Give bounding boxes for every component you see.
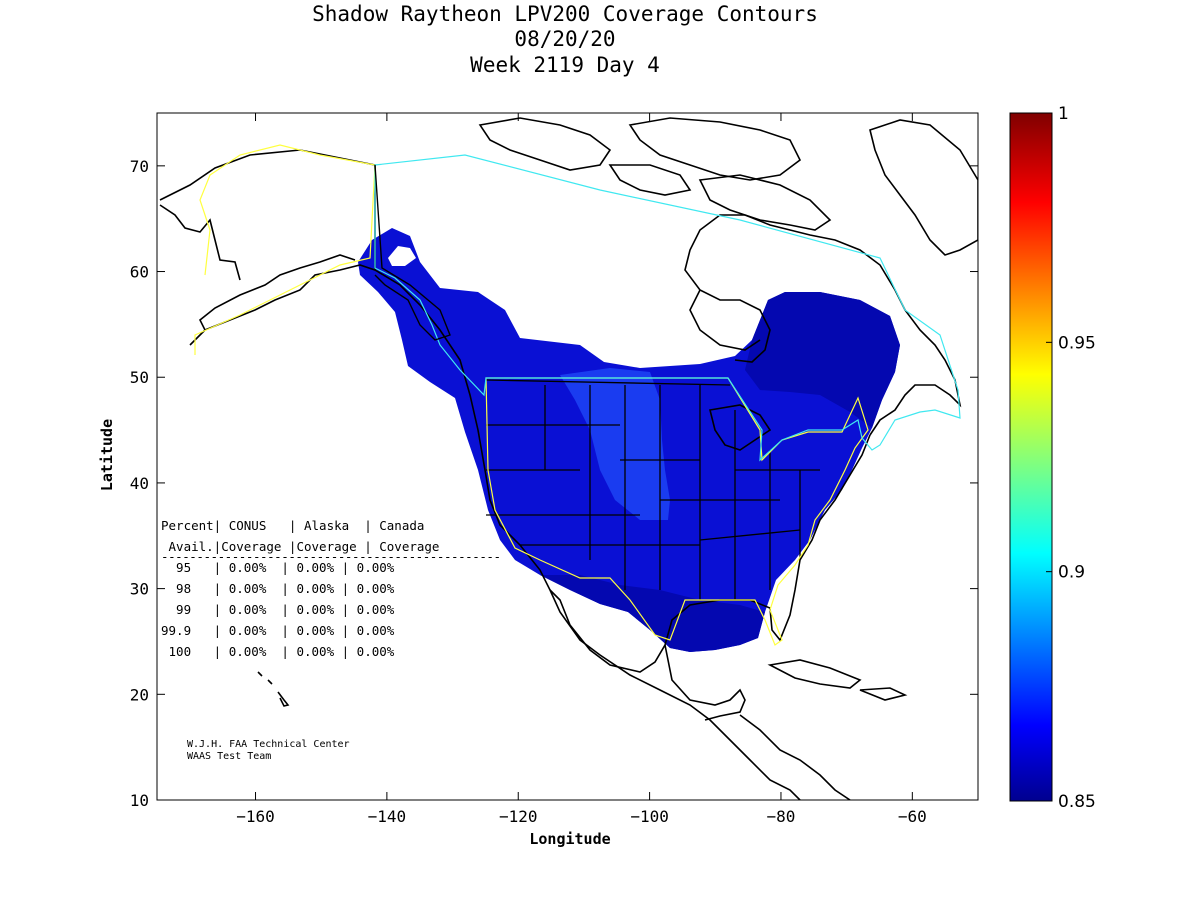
y-tick-label: 70 xyxy=(130,157,149,176)
x-tick-label: −100 xyxy=(630,807,669,826)
y-tick-label: 10 xyxy=(130,791,149,810)
table-header-2: Avail.|Coverage |Coverage | Coverage xyxy=(161,539,439,554)
x-axis-label: Longitude xyxy=(529,830,610,848)
x-tick-label: −160 xyxy=(236,807,275,826)
table-row: 95 | 0.00% | 0.00% | 0.00% xyxy=(161,560,395,575)
chart-week-day: Week 2119 Day 4 xyxy=(470,53,660,77)
y-tick-label: 50 xyxy=(130,368,149,387)
coastlines xyxy=(159,117,978,800)
credit-line-2: WAAS Test Team xyxy=(187,751,271,762)
y-tick-label: 30 xyxy=(130,580,149,599)
coverage-region-light-center xyxy=(560,368,670,520)
x-tick-label: −120 xyxy=(499,807,538,826)
colorbar-tick-label: 0.95 xyxy=(1058,333,1096,353)
alaska-boundary xyxy=(374,164,451,341)
table-header-1: Percent| CONUS | Alaska | Canada xyxy=(161,518,424,533)
y-tick-label: 60 xyxy=(130,263,149,282)
availability-table: Percent| CONUS | Alaska | Canada Avail.|… xyxy=(161,518,501,659)
canada-service-boundary xyxy=(374,154,961,462)
coverage-hole-alaska xyxy=(388,246,416,266)
colorbar xyxy=(1009,112,1053,802)
service-area-boundary xyxy=(194,144,869,646)
table-row: 100 | 0.00% | 0.00% | 0.00% xyxy=(161,644,395,659)
credit-line-1: W.J.H. FAA Technical Center xyxy=(187,739,350,750)
colorbar-ticks: 0.85 0.9 0.95 1 xyxy=(1046,104,1096,812)
x-axis: −160 −140 −120 −100 −80 −60 xyxy=(236,113,927,826)
plot-frame xyxy=(156,112,979,801)
table-row: 99 | 0.00% | 0.00% | 0.00% xyxy=(161,602,395,617)
x-tick-label: −80 xyxy=(767,807,796,826)
colorbar-tick-label: 0.85 xyxy=(1058,792,1096,812)
colorbar-tick-label: 0.9 xyxy=(1058,563,1085,583)
coverage-region-southwest-dark xyxy=(540,575,765,652)
map-layer xyxy=(159,117,978,800)
y-tick-label: 20 xyxy=(130,685,149,704)
chart-title: Shadow Raytheon LPV200 Coverage Contours xyxy=(312,2,818,26)
x-tick-label: −60 xyxy=(898,807,927,826)
y-axis-label: Latitude xyxy=(98,419,116,491)
y-axis: 10 20 30 40 50 60 70 xyxy=(130,157,978,810)
state-boundaries xyxy=(485,379,820,600)
chart-date: 08/20/20 xyxy=(514,27,615,51)
y-tick-label: 40 xyxy=(130,474,149,493)
table-row: 99.9 | 0.00% | 0.00% | 0.00% xyxy=(161,623,395,638)
x-tick-label: −140 xyxy=(368,807,407,826)
colorbar-tick-label: 1 xyxy=(1058,104,1069,124)
coverage-region-canada-dark xyxy=(745,292,900,428)
table-divider: ----------------------------------------… xyxy=(161,549,501,564)
table-row: 98 | 0.00% | 0.00% | 0.00% xyxy=(161,581,395,596)
